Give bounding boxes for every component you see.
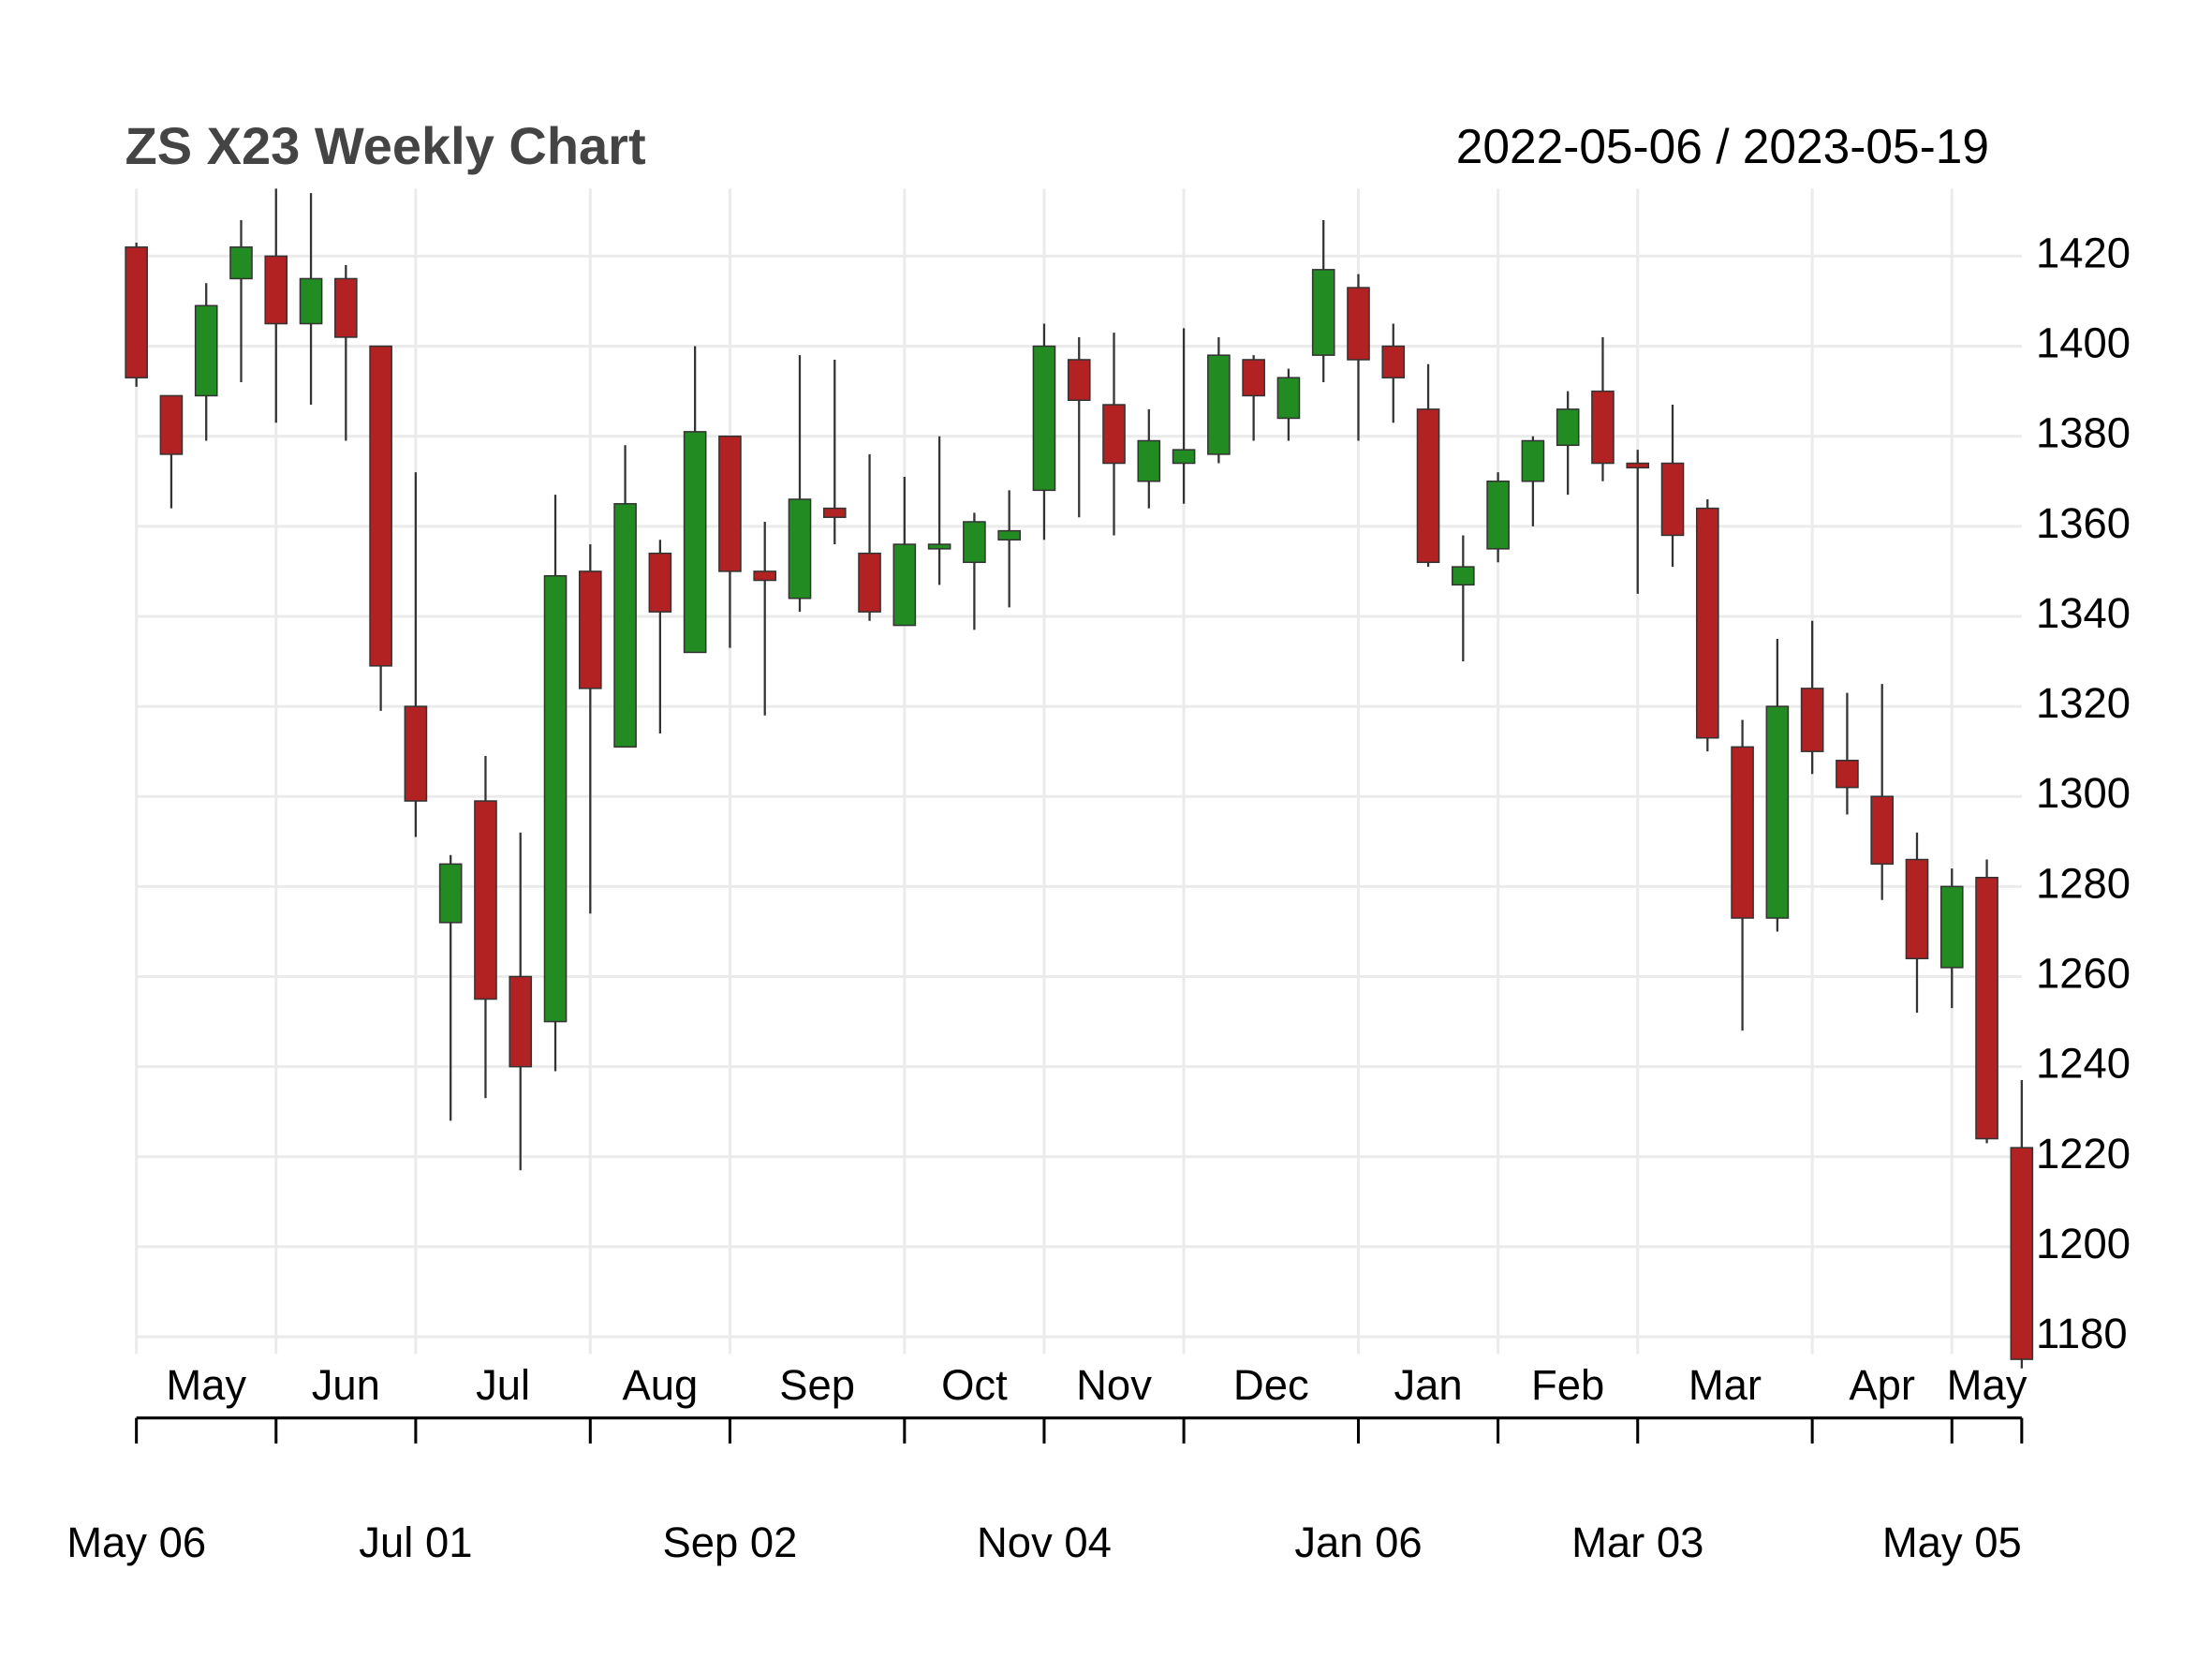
candle-body (369, 345, 392, 667)
month-label: Jul (476, 1361, 530, 1409)
x-tick-label: Sep 02 (662, 1518, 797, 1566)
candle-body (1137, 439, 1161, 482)
month-label: Nov (1076, 1361, 1152, 1409)
y-tick-label: 1220 (2036, 1130, 2131, 1178)
candle-body (125, 246, 148, 378)
candle-body (1032, 345, 1056, 492)
candle-body (788, 498, 812, 600)
candle-body (1311, 269, 1335, 356)
month-label: May (1947, 1361, 2028, 1409)
month-label: Sep (779, 1361, 855, 1409)
y-tick-label: 1200 (2036, 1220, 2131, 1267)
candle-body (264, 255, 288, 325)
chart-title: ZS X23 Weekly Chart (125, 116, 646, 175)
month-label: Jun (312, 1361, 380, 1409)
x-tick-label: Nov 04 (977, 1518, 1112, 1566)
candle-body (1207, 354, 1231, 455)
x-tick-label: Jan 06 (1294, 1518, 1422, 1566)
candle-body (1800, 688, 1824, 752)
candle-body (1452, 566, 1475, 586)
y-tick-label: 1420 (2036, 229, 2131, 276)
candle-body (1939, 885, 1964, 969)
y-tick-label: 1240 (2036, 1040, 2131, 1088)
y-tick-label: 1280 (2036, 859, 2131, 907)
month-label: Aug (622, 1361, 698, 1409)
candle-body (927, 543, 951, 550)
candle-body (718, 435, 742, 572)
candle-body (1276, 377, 1301, 420)
candle-body (1591, 390, 1615, 465)
candle-body (194, 304, 218, 397)
y-tick-label: 1400 (2036, 319, 2131, 367)
candle-body (1172, 449, 1196, 465)
candle-body (229, 246, 253, 280)
x-tick-label: May 05 (1882, 1518, 2022, 1566)
x-tick-label: May 06 (66, 1518, 206, 1566)
candle-body (334, 277, 358, 338)
candle-body (578, 570, 602, 689)
y-tick-label: 1380 (2036, 409, 2131, 457)
candle-body (1660, 462, 1685, 537)
candle-body (474, 800, 497, 1000)
candle-body (404, 705, 428, 802)
candle-body (1695, 507, 1719, 739)
candle-body (299, 277, 323, 325)
candle-body (1836, 760, 1859, 789)
candle-body (1381, 345, 1406, 378)
candle-body (159, 394, 184, 455)
candle-body (1486, 481, 1510, 550)
candle-body (1731, 746, 1754, 919)
month-label: Jan (1394, 1361, 1462, 1409)
candle-body (1975, 877, 1998, 1140)
candle-body (613, 503, 637, 748)
y-tick-label: 1340 (2036, 589, 2131, 637)
candle-body (1347, 287, 1370, 361)
candle-body (1102, 404, 1126, 465)
y-tick-label: 1180 (2036, 1310, 2128, 1357)
candle-body (858, 552, 881, 613)
date-range: 2022-05-06 / 2023-05-19 (1456, 119, 1989, 173)
candle-body (1556, 408, 1580, 447)
candle-body (648, 552, 672, 613)
candle-body (1242, 359, 1265, 397)
candle-body (1416, 408, 1440, 564)
candle-body (1905, 858, 1929, 960)
candle-body (1765, 705, 1790, 919)
candle-body (963, 521, 986, 564)
y-tick-label: 1360 (2036, 499, 2131, 547)
month-label: Oct (941, 1361, 1008, 1409)
candle-body (1067, 359, 1091, 401)
candle-body (683, 431, 707, 654)
candle-body (1626, 462, 1650, 469)
candle-body (892, 543, 917, 627)
candle-body (438, 863, 463, 924)
month-label: May (166, 1361, 246, 1409)
candle-body (2010, 1147, 2034, 1360)
candle-body (543, 574, 568, 1023)
candle-body (822, 507, 847, 518)
month-label: Mar (1688, 1361, 1762, 1409)
candle-body (997, 529, 1021, 541)
candle-body (1521, 439, 1545, 482)
candle-body (753, 570, 777, 582)
y-tick-label: 1300 (2036, 769, 2131, 817)
candle-body (1870, 795, 1895, 866)
candle-body (509, 975, 533, 1068)
month-label: Dec (1233, 1361, 1309, 1409)
x-tick-label: Mar 03 (1571, 1518, 1703, 1566)
y-tick-label: 1320 (2036, 679, 2131, 727)
month-label: Apr (1849, 1361, 1915, 1409)
y-tick-label: 1260 (2036, 950, 2131, 998)
x-tick-label: Jul 01 (359, 1518, 472, 1566)
month-label: Feb (1531, 1361, 1604, 1409)
